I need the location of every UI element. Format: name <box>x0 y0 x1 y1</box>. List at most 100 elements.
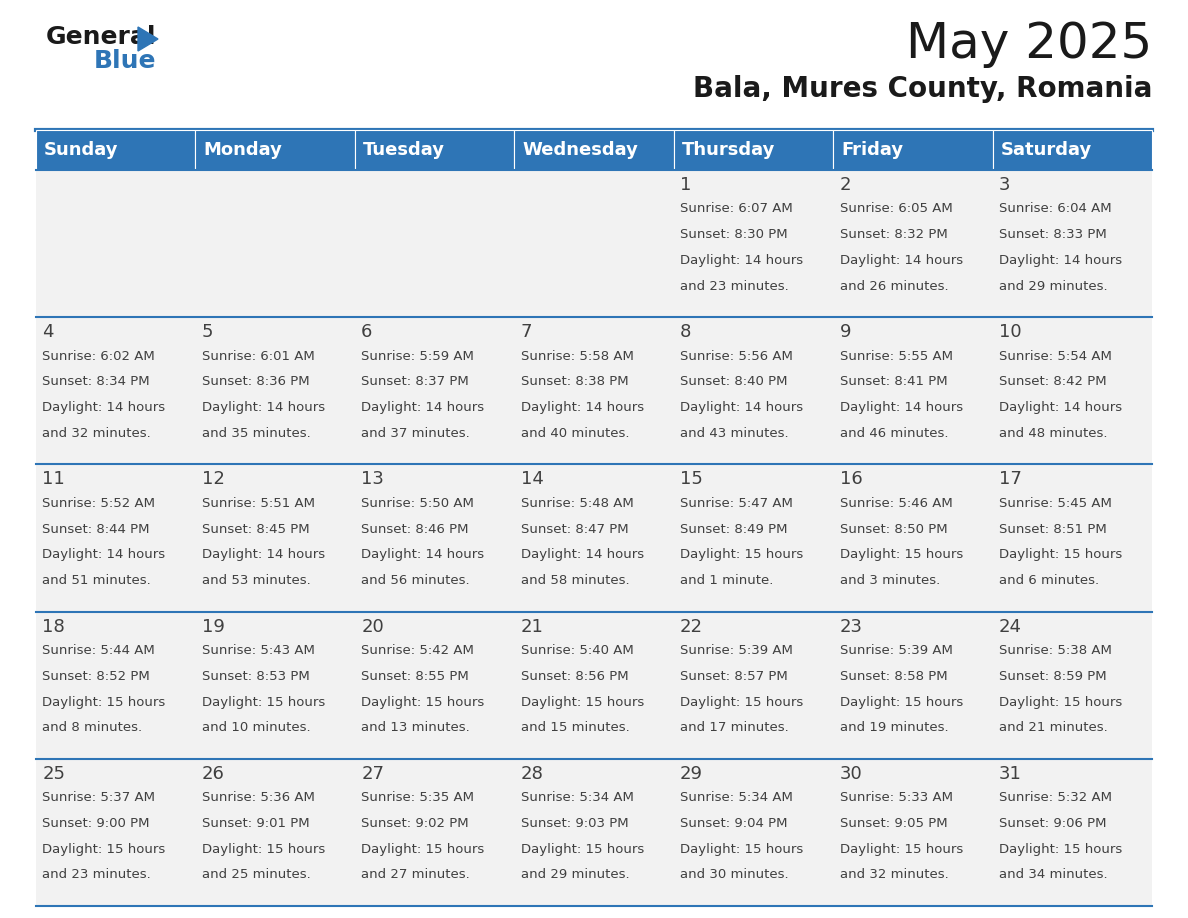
Text: Sunset: 8:57 PM: Sunset: 8:57 PM <box>680 670 788 683</box>
Bar <box>514 465 674 611</box>
Text: 17: 17 <box>999 470 1022 488</box>
Text: 22: 22 <box>680 618 703 635</box>
Text: Daylight: 14 hours: Daylight: 14 hours <box>361 548 485 561</box>
Text: Sunrise: 5:45 AM: Sunrise: 5:45 AM <box>999 497 1112 509</box>
Text: and 32 minutes.: and 32 minutes. <box>840 868 948 881</box>
Bar <box>355 759 514 906</box>
Text: 25: 25 <box>43 765 65 783</box>
Text: and 53 minutes.: and 53 minutes. <box>202 574 310 588</box>
Text: Sunset: 8:58 PM: Sunset: 8:58 PM <box>840 670 947 683</box>
Text: Sunrise: 5:46 AM: Sunrise: 5:46 AM <box>840 497 953 509</box>
Text: 23: 23 <box>840 618 862 635</box>
Text: Daylight: 15 hours: Daylight: 15 hours <box>43 696 165 709</box>
Text: Daylight: 14 hours: Daylight: 14 hours <box>840 254 962 267</box>
Bar <box>196 130 355 170</box>
Text: Sunrise: 5:47 AM: Sunrise: 5:47 AM <box>680 497 792 509</box>
Text: Sunrise: 6:05 AM: Sunrise: 6:05 AM <box>840 202 953 216</box>
Text: Daylight: 14 hours: Daylight: 14 hours <box>43 548 165 561</box>
Text: and 3 minutes.: and 3 minutes. <box>840 574 940 588</box>
Bar <box>833 465 992 611</box>
Text: Sunset: 8:59 PM: Sunset: 8:59 PM <box>999 670 1106 683</box>
Text: and 15 minutes.: and 15 minutes. <box>520 722 630 734</box>
Text: Daylight: 14 hours: Daylight: 14 hours <box>43 401 165 414</box>
Text: Sunrise: 5:37 AM: Sunrise: 5:37 AM <box>43 791 156 804</box>
Text: Sunset: 8:37 PM: Sunset: 8:37 PM <box>361 375 469 388</box>
Bar <box>196 170 355 318</box>
Text: Sunrise: 5:39 AM: Sunrise: 5:39 AM <box>680 644 792 657</box>
Text: 29: 29 <box>680 765 703 783</box>
Text: Sunset: 8:34 PM: Sunset: 8:34 PM <box>43 375 150 388</box>
Text: Sunrise: 5:40 AM: Sunrise: 5:40 AM <box>520 644 633 657</box>
Text: Sunset: 8:45 PM: Sunset: 8:45 PM <box>202 522 309 535</box>
Text: 26: 26 <box>202 765 225 783</box>
Text: Daylight: 14 hours: Daylight: 14 hours <box>840 401 962 414</box>
Text: General: General <box>46 25 157 49</box>
Text: Sunrise: 5:52 AM: Sunrise: 5:52 AM <box>43 497 156 509</box>
Text: Daylight: 15 hours: Daylight: 15 hours <box>202 696 326 709</box>
Text: 20: 20 <box>361 618 384 635</box>
Text: 9: 9 <box>840 323 851 341</box>
Text: 4: 4 <box>43 323 53 341</box>
Text: Sunset: 8:40 PM: Sunset: 8:40 PM <box>680 375 788 388</box>
Text: and 58 minutes.: and 58 minutes. <box>520 574 630 588</box>
Text: and 43 minutes.: and 43 minutes. <box>680 427 789 440</box>
Text: Sunrise: 5:34 AM: Sunrise: 5:34 AM <box>680 791 792 804</box>
Text: Sunrise: 5:39 AM: Sunrise: 5:39 AM <box>840 644 953 657</box>
Bar <box>36 465 196 611</box>
Text: 18: 18 <box>43 618 65 635</box>
Text: 1: 1 <box>680 176 691 194</box>
Text: and 46 minutes.: and 46 minutes. <box>840 427 948 440</box>
Text: Monday: Monday <box>203 141 283 159</box>
Bar <box>355 130 514 170</box>
Text: Sunrise: 5:38 AM: Sunrise: 5:38 AM <box>999 644 1112 657</box>
Bar <box>196 759 355 906</box>
Bar <box>514 170 674 318</box>
Bar <box>674 318 833 465</box>
Text: Sunset: 8:46 PM: Sunset: 8:46 PM <box>361 522 469 535</box>
Text: Sunrise: 5:34 AM: Sunrise: 5:34 AM <box>520 791 633 804</box>
Text: Friday: Friday <box>841 141 903 159</box>
Text: and 23 minutes.: and 23 minutes. <box>43 868 151 881</box>
Text: Sunrise: 5:36 AM: Sunrise: 5:36 AM <box>202 791 315 804</box>
Text: 6: 6 <box>361 323 373 341</box>
Text: Daylight: 15 hours: Daylight: 15 hours <box>680 843 803 856</box>
Text: Sunrise: 6:01 AM: Sunrise: 6:01 AM <box>202 350 315 363</box>
Text: Sunset: 9:01 PM: Sunset: 9:01 PM <box>202 817 309 830</box>
Text: and 56 minutes.: and 56 minutes. <box>361 574 470 588</box>
Text: Sunrise: 6:07 AM: Sunrise: 6:07 AM <box>680 202 792 216</box>
Text: Daylight: 15 hours: Daylight: 15 hours <box>840 548 962 561</box>
Text: 16: 16 <box>840 470 862 488</box>
Text: and 13 minutes.: and 13 minutes. <box>361 722 470 734</box>
Text: and 29 minutes.: and 29 minutes. <box>999 280 1107 293</box>
Text: Sunset: 8:53 PM: Sunset: 8:53 PM <box>202 670 310 683</box>
Text: Daylight: 15 hours: Daylight: 15 hours <box>361 843 485 856</box>
Text: Daylight: 15 hours: Daylight: 15 hours <box>999 843 1123 856</box>
Bar <box>355 170 514 318</box>
Text: Daylight: 15 hours: Daylight: 15 hours <box>680 548 803 561</box>
Text: Sunset: 9:05 PM: Sunset: 9:05 PM <box>840 817 947 830</box>
Text: Sunset: 9:04 PM: Sunset: 9:04 PM <box>680 817 788 830</box>
Text: Daylight: 15 hours: Daylight: 15 hours <box>999 696 1123 709</box>
Text: Sunset: 9:03 PM: Sunset: 9:03 PM <box>520 817 628 830</box>
Text: Sunset: 8:42 PM: Sunset: 8:42 PM <box>999 375 1106 388</box>
Text: Sunset: 8:36 PM: Sunset: 8:36 PM <box>202 375 309 388</box>
Bar <box>992 130 1152 170</box>
Text: 5: 5 <box>202 323 214 341</box>
Text: Daylight: 15 hours: Daylight: 15 hours <box>840 843 962 856</box>
Text: May 2025: May 2025 <box>905 20 1152 68</box>
Polygon shape <box>138 27 158 51</box>
Bar <box>355 465 514 611</box>
Text: and 32 minutes.: and 32 minutes. <box>43 427 151 440</box>
Text: and 1 minute.: and 1 minute. <box>680 574 773 588</box>
Text: Sunrise: 5:48 AM: Sunrise: 5:48 AM <box>520 497 633 509</box>
Text: Sunrise: 5:33 AM: Sunrise: 5:33 AM <box>840 791 953 804</box>
Text: Sunset: 8:49 PM: Sunset: 8:49 PM <box>680 522 788 535</box>
Bar <box>992 170 1152 318</box>
Text: and 8 minutes.: and 8 minutes. <box>43 722 143 734</box>
Bar <box>833 759 992 906</box>
Text: Sunrise: 5:58 AM: Sunrise: 5:58 AM <box>520 350 633 363</box>
Bar <box>992 611 1152 759</box>
Text: 8: 8 <box>680 323 691 341</box>
Text: Daylight: 14 hours: Daylight: 14 hours <box>520 548 644 561</box>
Text: and 19 minutes.: and 19 minutes. <box>840 722 948 734</box>
